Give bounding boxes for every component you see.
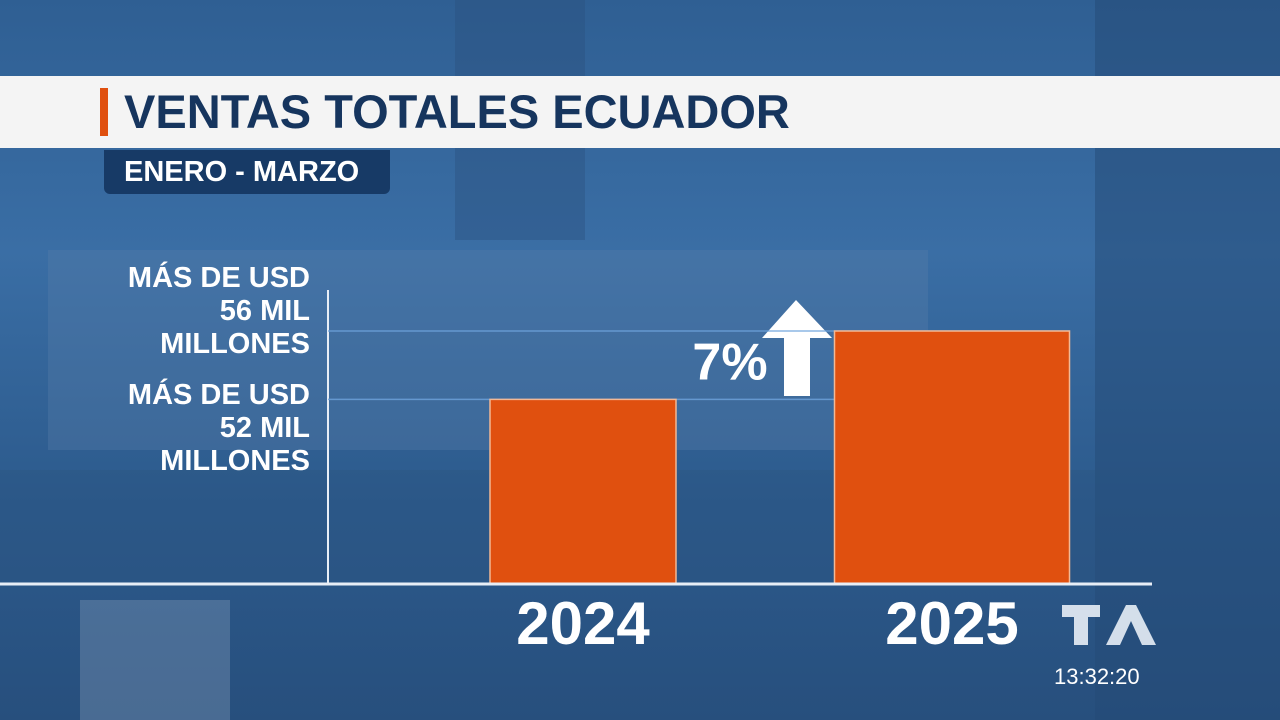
logo — [1062, 605, 1156, 645]
title-bar: VENTAS TOTALES ECUADOR — [0, 76, 1280, 148]
chart-subtitle: ENERO - MARZO — [124, 156, 360, 188]
y-tick-label: MÁS DE USD 52 MIL MILLONES — [127, 379, 310, 477]
bar — [489, 398, 677, 585]
subtitle-box: ENERO - MARZO — [104, 150, 390, 194]
chart-title: VENTAS TOTALES ECUADOR — [124, 85, 790, 138]
x-tick-label: 2025 — [885, 590, 1018, 657]
increase-arrow — [762, 300, 832, 396]
x-tick-label: 2024 — [516, 590, 650, 657]
y-tick-label: MÁS DE USD 56 MIL MILLONES — [127, 262, 310, 360]
clock: 13:32:20 — [1054, 664, 1140, 689]
bar — [833, 330, 1071, 585]
title-marker — [100, 88, 108, 136]
annotation: 7% — [692, 334, 767, 392]
y-tick-labels: MÁS DE USD 52 MIL MILLONES MÁS DE USD 56 … — [125, 262, 310, 478]
